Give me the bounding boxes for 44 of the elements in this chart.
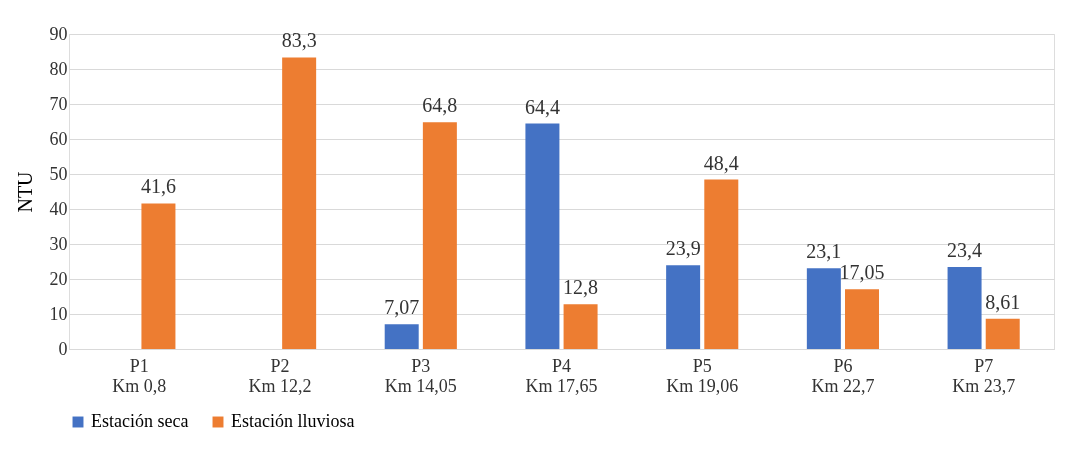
y-tick-label: 90 xyxy=(49,23,68,44)
bar xyxy=(422,122,457,349)
y-axis-title: NTU xyxy=(13,170,36,213)
bar xyxy=(947,267,982,349)
y-tick-label: 80 xyxy=(49,58,68,79)
y-tick-label: 0 xyxy=(58,338,68,359)
x-tick-label: P5 Km 19,06 xyxy=(666,355,739,396)
data-label: 8,61 xyxy=(985,290,1021,313)
x-tick-label: P1 Km 0,8 xyxy=(112,355,167,396)
y-tick-label: 60 xyxy=(49,128,68,149)
bar xyxy=(525,123,560,349)
x-tick-label: P2 Km 12,2 xyxy=(248,355,312,396)
y-tick-label: 40 xyxy=(49,198,68,219)
legend-label: Estación lluviosa xyxy=(231,411,355,431)
x-tick-label: P4 Km 17,65 xyxy=(525,355,598,396)
bar xyxy=(384,324,419,349)
y-tick-label: 10 xyxy=(49,303,68,324)
data-label: 23,1 xyxy=(806,240,842,263)
y-tick-label: 50 xyxy=(49,163,68,184)
data-label: 83,3 xyxy=(281,29,317,52)
x-tick-label: P3 Km 14,05 xyxy=(384,355,457,396)
data-label: 41,6 xyxy=(140,175,176,198)
data-label: 64,4 xyxy=(524,95,560,118)
bar xyxy=(282,57,317,349)
bar xyxy=(563,304,598,349)
data-label: 7,07 xyxy=(384,296,420,319)
legend-label: Estación seca xyxy=(91,411,189,431)
data-label: 23,4 xyxy=(947,239,983,262)
bar xyxy=(704,179,739,349)
data-label: 12,8 xyxy=(563,276,599,299)
bar xyxy=(806,268,841,349)
x-tick-label: P7 Km 23,7 xyxy=(952,355,1016,396)
x-tick-label: P6 Km 22,7 xyxy=(811,355,875,396)
data-label: 48,4 xyxy=(703,151,739,174)
y-tick-label: 70 xyxy=(49,93,68,114)
y-tick-label: 30 xyxy=(49,233,68,254)
bar xyxy=(985,318,1020,349)
bar xyxy=(666,265,701,349)
bar xyxy=(845,289,880,349)
y-tick-label: 20 xyxy=(49,268,68,289)
bar xyxy=(141,203,176,349)
data-label: 64,8 xyxy=(422,94,458,117)
data-label: 23,9 xyxy=(665,237,701,260)
data-label: 17,05 xyxy=(839,261,885,284)
